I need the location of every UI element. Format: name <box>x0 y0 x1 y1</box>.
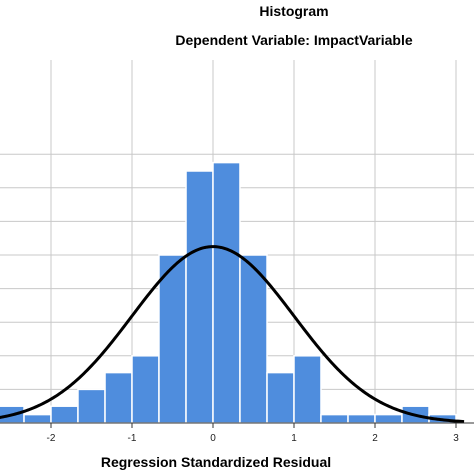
histogram-bar <box>158 254 187 424</box>
histogram-bar <box>131 355 160 424</box>
x-tick-label: -2 <box>47 433 56 444</box>
chart-title: Histogram <box>259 3 329 19</box>
histogram-bar <box>212 161 241 424</box>
normal-curve-layer <box>0 245 465 424</box>
histogram-bar <box>374 413 403 424</box>
histogram-bar <box>77 388 106 424</box>
chart-subtitle: Dependent Variable: ImpactVariable <box>175 32 413 48</box>
normal-curve <box>0 245 465 424</box>
x-axis-label: Regression Standardized Residual <box>100 454 332 470</box>
histogram-bar <box>293 355 322 424</box>
histogram-bar <box>320 413 349 424</box>
histogram-bar <box>239 254 268 424</box>
histogram-bar <box>266 371 295 424</box>
histogram-bar <box>50 405 79 424</box>
histogram-bar <box>23 413 52 424</box>
x-tick-label: -1 <box>128 433 137 444</box>
x-tick-label: 3 <box>453 433 459 444</box>
x-tick-label: 1 <box>291 433 297 444</box>
histogram-bar <box>104 371 133 424</box>
histogram-bar <box>185 170 214 424</box>
x-axis <box>0 422 474 428</box>
x-tick-label: 0 <box>210 433 216 444</box>
histogram-bars <box>0 161 457 424</box>
x-tick-labels: -2 -1 0 1 2 3 <box>47 433 460 444</box>
histogram-bar <box>347 413 376 424</box>
x-tick-label: 2 <box>372 433 378 444</box>
